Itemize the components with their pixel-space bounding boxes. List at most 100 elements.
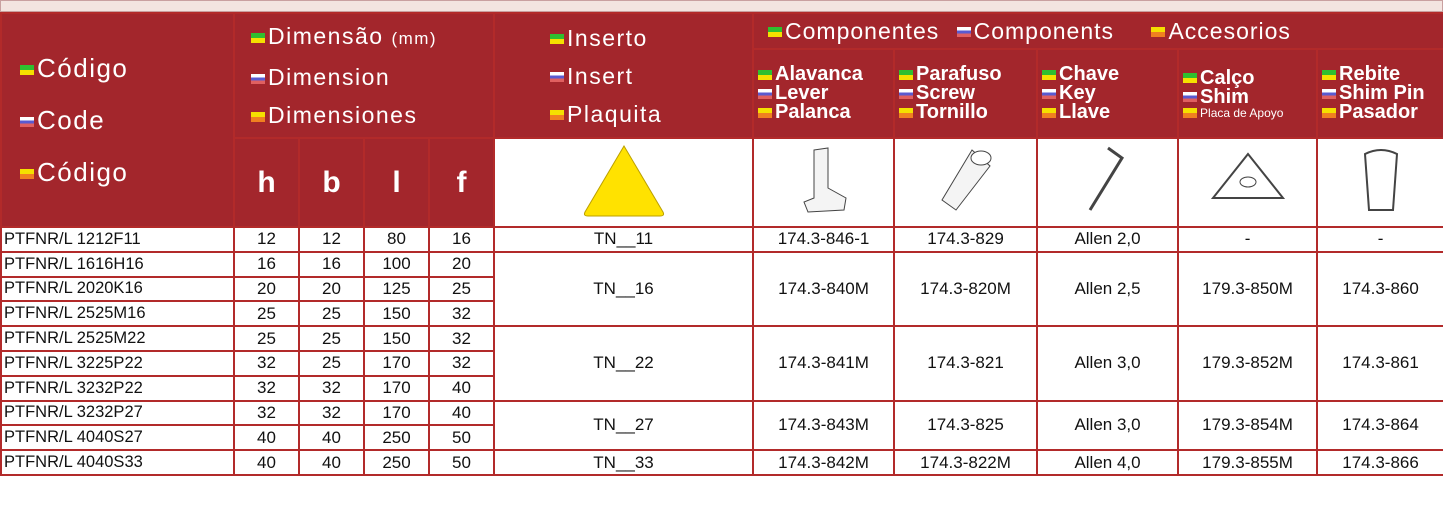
component-cell: 174.3-860 — [1316, 250, 1443, 328]
text: Calço — [1200, 66, 1255, 89]
component-cell: 174.3-822M — [893, 449, 1039, 476]
component-cell: 174.3-846-1 — [752, 226, 896, 253]
dim-cell: 32 — [427, 325, 496, 352]
text: Código — [37, 53, 129, 83]
code-en: Code — [3, 94, 232, 146]
text: Lever — [775, 82, 829, 104]
code-es: Código — [3, 146, 232, 198]
ins-pt: Inserto — [496, 19, 751, 57]
dim-cell: 32 — [427, 300, 496, 328]
dim-f: f — [427, 137, 496, 228]
dim-cell: 40 — [298, 449, 365, 476]
component-cell: 174.3-861 — [1316, 325, 1443, 402]
flag — [758, 69, 773, 80]
component-cell: 174.3-864 — [1316, 399, 1443, 452]
component-cell: Allen 4,0 — [1036, 449, 1180, 476]
text: Rebite — [1339, 63, 1401, 85]
dim-cell: 100 — [363, 250, 430, 278]
sub-line: Alavanca — [755, 64, 892, 84]
dim-cell: 32 — [427, 349, 496, 377]
code-cell: PTFNR/L 4040S33 — [0, 449, 235, 476]
code-cell: PTFNR/L 1212F11 — [0, 226, 235, 253]
text: Accesorios — [1168, 17, 1291, 44]
dim-pt: Dimensão (mm) — [236, 17, 492, 58]
triangle — [583, 145, 664, 217]
data-row: PTFNR/L 4040S33 40 40 250 50 TN__33 174.3-842M… — [0, 449, 1443, 476]
component-cell: 179.3-852M — [1177, 325, 1319, 402]
insert-cell: TN__27 — [493, 399, 755, 452]
text: Shim Pin — [1339, 82, 1425, 104]
flag — [1322, 107, 1337, 118]
data-row: PTFNR/L 2020K16 20 20 125 25 — [0, 275, 1443, 303]
sub-line: Key — [1039, 82, 1176, 104]
text: Key — [1059, 82, 1096, 104]
data-row: PTFNR/L 1212F11 12 12 80 16 TN__11 174.3-846-1… — [0, 226, 1443, 253]
data-row: PTFNR/L 1616H16 16 16 100 20 TN__16 174.3-840M… — [0, 250, 1443, 328]
key — [1088, 146, 1124, 211]
insert-cell: TN__33 — [493, 449, 755, 476]
text: Plaquita — [567, 100, 663, 127]
sub-line: Tornillo — [896, 102, 1035, 122]
key-icon — [1036, 137, 1180, 228]
sub-line: Pasador — [1319, 102, 1442, 122]
dim-cell: 150 — [363, 325, 430, 352]
dim-cell: 25 — [233, 300, 300, 328]
dim-cell: 25 — [233, 325, 300, 352]
code-cell: PTFNR/L 2020K16 — [0, 275, 235, 303]
text: Palanca — [775, 101, 851, 123]
flag — [1042, 107, 1057, 118]
flag — [1042, 69, 1057, 80]
data-row: PTFNR/L 2525M22 25 25 150 32 TN__22 174.3-841M… — [0, 325, 1443, 402]
text: Dimension — [268, 64, 391, 90]
component-subheader: Chave Key Llave — [1036, 48, 1180, 139]
sub-line: Llave — [1039, 102, 1176, 122]
component-subheader: Rebite Shim Pin Pasador — [1316, 48, 1443, 139]
component-cell: 179.3-854M — [1177, 399, 1319, 452]
data-row: PTFNR/L 4040S27 40 40 250 50 — [0, 424, 1443, 452]
dim-h: h — [233, 137, 300, 228]
component-cell: 174.3-841M — [752, 325, 896, 402]
text: Code — [37, 105, 106, 135]
text: Insert — [567, 62, 634, 89]
flag — [1042, 88, 1057, 99]
code-header: Código Code Código — [0, 12, 235, 228]
component-cell: 179.3-850M — [1177, 250, 1319, 328]
dim-cell: 80 — [363, 226, 430, 253]
component-subheader: Alavanca Lever Palanca — [752, 48, 896, 139]
code-cell: PTFNR/L 4040S27 — [0, 424, 235, 452]
flag — [899, 69, 914, 80]
dim-cell: 40 — [427, 399, 496, 427]
lever-icon — [752, 137, 896, 228]
code-cell: PTFNR/L 2525M16 — [0, 300, 235, 328]
sub-line: Calço — [1180, 66, 1315, 89]
dim-cell: 40 — [233, 424, 300, 452]
dim-cell: 25 — [298, 325, 365, 352]
component-cell: - — [1177, 226, 1319, 253]
component-cell: 174.3-829 — [893, 226, 1039, 253]
flag — [1183, 73, 1198, 84]
dim-cell: 16 — [298, 250, 365, 278]
text: Screw — [916, 82, 975, 104]
dim-cell: 170 — [363, 349, 430, 377]
text: Componentes — [785, 17, 940, 44]
code-cell: PTFNR/L 3232P27 — [0, 399, 235, 427]
dim-cell: 50 — [427, 449, 496, 476]
dim-cell: 40 — [298, 424, 365, 452]
dim-en: Dimension — [236, 58, 492, 96]
lever — [802, 147, 847, 213]
code-cell: PTFNR/L 3225P22 — [0, 349, 235, 377]
dim-cell: 25 — [427, 275, 496, 303]
dim-cell: 32 — [233, 399, 300, 427]
component-cell: 174.3-842M — [752, 449, 896, 476]
data-row: PTFNR/L 3225P22 32 25 170 32 — [0, 349, 1443, 377]
code-cell: PTFNR/L 2525M22 — [0, 325, 235, 352]
dim-cell: 50 — [427, 424, 496, 452]
sub-line: Parafuso — [896, 63, 1035, 85]
text: Parafuso — [916, 63, 1002, 85]
ins-en: Insert — [496, 57, 751, 95]
dim-cell: 32 — [298, 374, 365, 402]
component-cell: Allen 2,0 — [1036, 226, 1180, 253]
dim-cell: 16 — [427, 226, 496, 253]
dim-l: l — [363, 137, 430, 228]
